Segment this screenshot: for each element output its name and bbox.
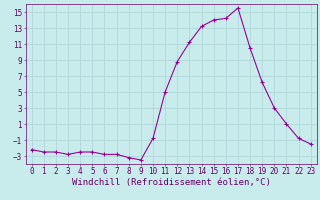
X-axis label: Windchill (Refroidissement éolien,°C): Windchill (Refroidissement éolien,°C)	[72, 178, 271, 187]
